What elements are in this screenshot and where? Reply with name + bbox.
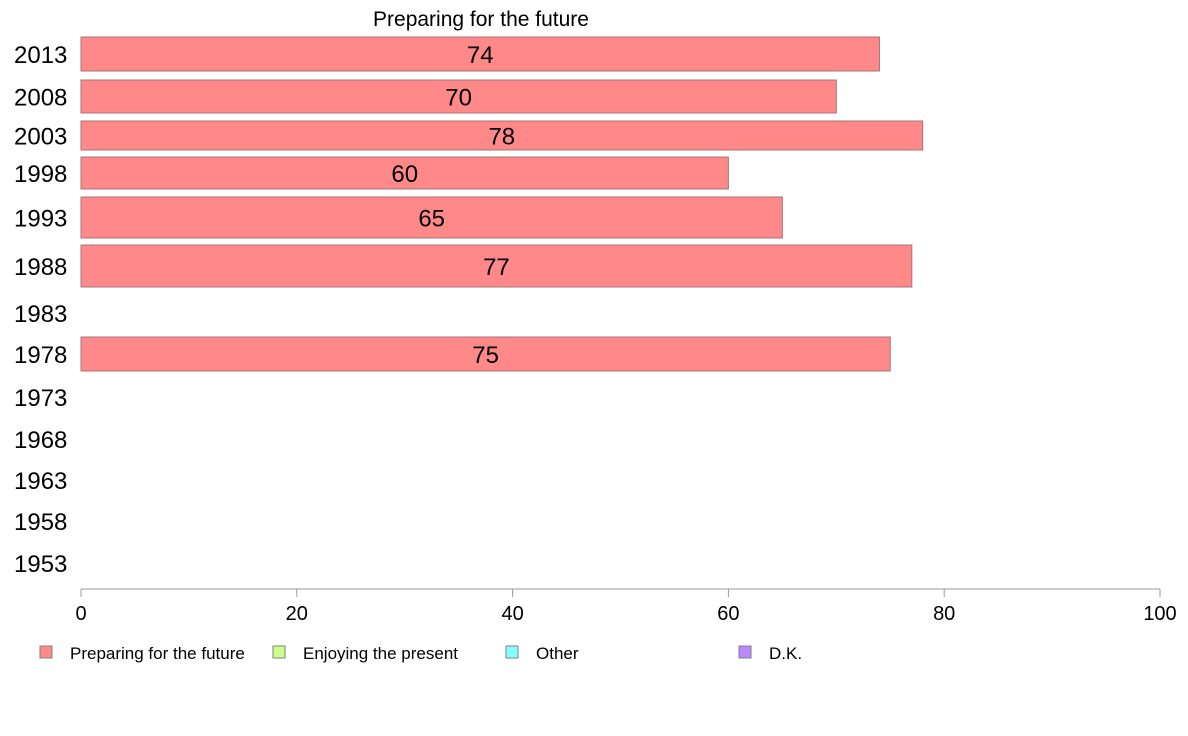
x-tick-label: 20: [286, 603, 308, 625]
category-label: 2003: [14, 124, 67, 151]
bar-value-label: 75: [472, 342, 499, 369]
category-label: 1993: [14, 206, 67, 233]
legend-swatch: [272, 645, 286, 659]
bar: [80, 196, 783, 239]
category-label: 2008: [14, 85, 67, 112]
legend-label: Preparing for the future: [70, 644, 245, 663]
chart-title: Preparing for the future: [373, 8, 589, 31]
legend-label: D.K.: [769, 644, 802, 663]
x-axis: 0 20 40 60 80 100: [75, 588, 1177, 625]
bar-value-label: 70: [445, 85, 472, 112]
legend-swatch: [505, 645, 519, 659]
bar: [80, 120, 924, 151]
category-label: 1953: [14, 551, 67, 578]
category-label: 1958: [14, 509, 67, 536]
x-tick-label: 40: [501, 603, 523, 625]
legend-label: Other: [536, 644, 579, 663]
legend-label: Enjoying the present: [303, 644, 458, 663]
legend-swatch: [738, 645, 752, 659]
bar-value-label: 78: [488, 124, 515, 151]
x-tick-label: 0: [75, 603, 86, 625]
bar: [80, 156, 729, 190]
bar-value-label: 65: [418, 206, 445, 233]
category-label: 1963: [14, 468, 67, 495]
category-label: 1968: [14, 427, 67, 454]
bar: [80, 244, 913, 288]
category-label: 1988: [14, 254, 67, 281]
x-tick-label: 100: [1143, 603, 1176, 625]
legend: Preparing for the future Enjoying the pre…: [39, 644, 802, 663]
category-label: 1983: [14, 301, 67, 328]
category-labels: 2013 2008 2003 1998 1993 1988 1983 1978 1973 1968…: [14, 42, 67, 578]
bar-value-label: 77: [483, 254, 510, 281]
bar-value-label: 74: [467, 42, 494, 69]
category-label: 2013: [14, 42, 67, 69]
bar-value-label: 60: [391, 161, 418, 188]
bar: [80, 79, 837, 114]
category-label: 1978: [14, 342, 67, 369]
legend-swatch: [39, 645, 53, 659]
x-tick-label: 60: [717, 603, 739, 625]
category-label: 1973: [14, 385, 67, 412]
bar: [80, 336, 891, 372]
bar: [80, 36, 880, 72]
category-label: 1998: [14, 161, 67, 188]
x-tick-label: 80: [933, 603, 955, 625]
